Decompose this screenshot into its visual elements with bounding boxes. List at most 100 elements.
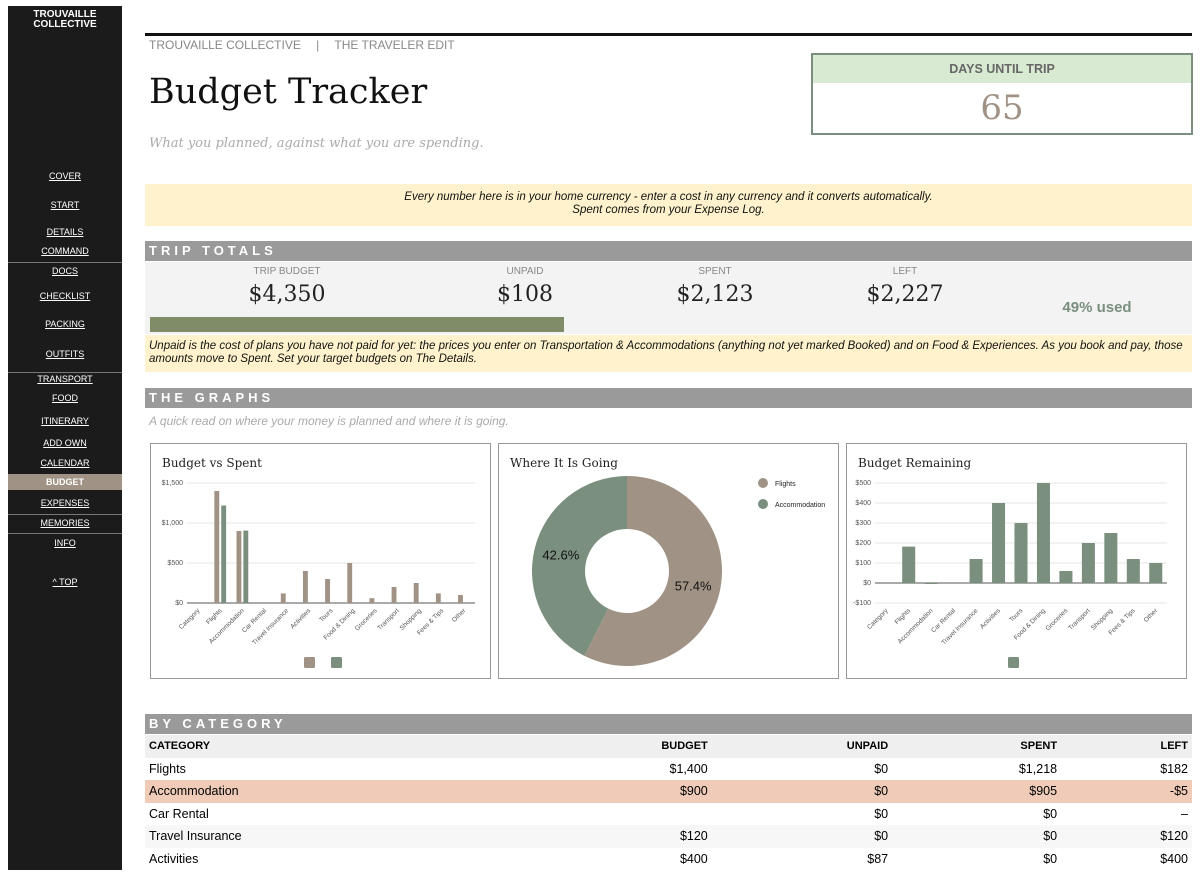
breadcrumb-edition: THE TRAVELER EDIT [334, 38, 455, 52]
nav-link[interactable]: COMMAND [41, 246, 89, 256]
bar [924, 583, 938, 584]
bar [413, 583, 419, 603]
table-cell: $0 [1043, 806, 1058, 821]
table-cell: $120 [512, 825, 712, 848]
x-tick-label: Flights [205, 607, 224, 626]
y-tick-label: $500 [855, 480, 871, 487]
legend-label: Flights [775, 481, 796, 488]
column-header: CATEGORY [145, 735, 513, 758]
slice-label: 57.4% [675, 579, 712, 594]
graphs-subtitle: A quick read on where your money is plan… [149, 414, 509, 428]
nav-link[interactable]: MEMORIES [40, 518, 90, 528]
table-row: Activities $400 $87 $0 $400 [145, 848, 1192, 871]
column-header: LEFT [1061, 735, 1192, 758]
column-header: UNPAID [711, 735, 893, 758]
countdown-value: 65 [980, 88, 1024, 128]
chart: Budget vs Spent $0 $500 $1,000 $1,500 Categor… [162, 456, 475, 668]
nav-link[interactable]: DETAILS [46, 227, 84, 237]
countdown-box: DAYS UNTIL TRIP 65 [811, 53, 1193, 135]
total-label: TRIP BUDGET [253, 266, 321, 277]
bar [243, 530, 249, 603]
table-cell: $400 [679, 851, 708, 866]
y-tick-label: $500 [167, 560, 183, 567]
nav-separator [8, 262, 122, 263]
x-tick-label: Tours [1008, 607, 1025, 624]
legend-swatch [331, 657, 342, 668]
nav-link[interactable]: OUTFITS [45, 349, 85, 359]
column-header: BUDGET [512, 735, 712, 758]
nav-link[interactable]: ADD OWN [43, 438, 87, 448]
table-cell: $1,218 [1018, 761, 1058, 776]
total-label: LEFT [892, 266, 918, 277]
y-tick-label: $300 [855, 520, 871, 527]
nav-separator [8, 514, 122, 515]
note-line: Every number here is in your home curren… [404, 191, 933, 203]
total-value: $2,227 [866, 282, 944, 307]
nav-link[interactable]: PACKING [45, 319, 85, 329]
table-cell: $120 [1061, 825, 1192, 848]
nav-link[interactable]: EXPENSES [40, 498, 90, 508]
bar [347, 563, 353, 603]
bar [325, 579, 330, 603]
section-header: TRIP TOTALS [145, 241, 1192, 261]
nav-link[interactable]: INFO [54, 538, 76, 548]
bar [458, 595, 463, 603]
x-tick-label: Other [451, 607, 468, 624]
nav-link[interactable]: CALENDAR [40, 458, 90, 468]
nav-link[interactable]: CHECKLIST [39, 291, 91, 301]
nav-link[interactable]: DOCS [51, 266, 78, 276]
bar [1149, 563, 1163, 583]
bar [1104, 533, 1118, 583]
chart-panel: Where It Is Going 57.4% Flights 42.6% Accomm… [498, 443, 839, 679]
table-row: Flights $1,400 $0 $1,218 $182 [145, 758, 1192, 781]
bar [1014, 523, 1028, 583]
bar [992, 503, 1006, 583]
nav-link[interactable]: BUDGET [8, 474, 122, 490]
x-tick-label: Transport [376, 607, 401, 632]
nav-link[interactable]: ITINERARY [41, 416, 89, 426]
chart: Budget Remaining -$100 $0 $100 $200 $300 $400 $… [853, 456, 1167, 668]
bar [1126, 559, 1140, 583]
x-tick-label: Activities [289, 607, 313, 631]
nav-link[interactable]: FOOD [52, 393, 78, 403]
table-row: Car Rental $0 $0 – [145, 803, 1192, 826]
bar [1081, 543, 1095, 583]
pie-slice [532, 476, 627, 656]
nav-link[interactable]: ^ TOP [52, 577, 78, 587]
x-tick-label: Transport [1067, 607, 1092, 632]
table-cell [513, 803, 712, 826]
table-cell: Travel Insurance [145, 825, 513, 848]
nav-separator [8, 533, 122, 534]
bar [280, 593, 286, 603]
y-tick-label: $0 [863, 580, 871, 587]
x-tick-label: Category [178, 607, 202, 631]
table-cell: $0 [874, 761, 889, 776]
table-row: Travel Insurance $120 $0 $0 $120 [145, 825, 1192, 848]
nav-link[interactable]: TRANSPORT [37, 374, 93, 384]
nav-link[interactable]: START [50, 200, 80, 210]
bar [969, 559, 983, 583]
nav-link[interactable]: COVER [48, 171, 81, 181]
chart-title: Budget vs Spent [162, 456, 262, 470]
legend-swatch [758, 478, 768, 488]
page-title: Budget Tracker [149, 72, 428, 112]
chart-title: Where It Is Going [510, 456, 618, 470]
chart-panel: Budget vs Spent $0 $500 $1,000 $1,500 Categor… [150, 443, 491, 679]
currency-note: Every number here is in your home curren… [145, 184, 1192, 226]
total-label: UNPAID [506, 266, 544, 277]
chart-title: Budget Remaining [858, 456, 971, 470]
table-cell: $182 [1160, 761, 1188, 776]
section-header: BY CATEGORY [145, 714, 1192, 734]
countdown-label: DAYS UNTIL TRIP [813, 55, 1191, 83]
table-cell: $0 [1043, 851, 1058, 866]
table-cell: Car Rental [149, 806, 209, 821]
x-tick-label: Tours [318, 607, 335, 624]
total-value: $2,123 [676, 282, 754, 307]
table-cell: $905 [892, 780, 1062, 803]
table-cell: Activities [149, 851, 199, 866]
y-tick-label: $1,500 [162, 480, 184, 487]
table-cell: $900 [512, 780, 712, 803]
page-subtitle: What you planned, against what you are s… [149, 136, 484, 151]
sidebar: TROUVAILLE COLLECTIVE COVER START DETAILS C… [8, 6, 122, 870]
